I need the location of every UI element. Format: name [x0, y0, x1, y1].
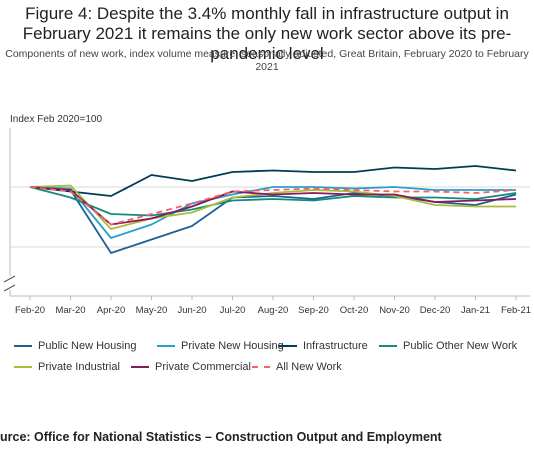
line-chart: Feb-20 Mar-20 Apr-20 May-20 Jun-20 Jul-20 Aug-…: [3, 128, 531, 316]
x-tick-label: Jan-21: [461, 305, 490, 316]
x-tick-label: Feb-21: [501, 305, 531, 316]
legend-swatch: [14, 345, 32, 347]
axis-break-mark: [3, 284, 16, 292]
series-line-public-other-new-work: [29, 186, 517, 217]
x-tick-label: Dec-20: [420, 305, 451, 316]
legend-label: Public Other New Work: [403, 340, 518, 352]
x-tick-label: Feb-20: [15, 305, 45, 316]
x-tick-label: Jun-20: [177, 305, 206, 316]
x-tick-label: Sep-20: [298, 305, 329, 316]
legend-swatch: [379, 345, 397, 347]
x-tick-label: Aug-20: [258, 305, 289, 316]
x-tick-label: Mar-20: [55, 305, 85, 316]
legend-label: Infrastructure: [303, 340, 368, 352]
legend-label: All New Work: [276, 361, 342, 373]
chart-subtitle: Components of new work, index volume mea…: [5, 48, 529, 73]
legend-label: Public New Housing: [38, 340, 137, 352]
y-axis-label: Index Feb 2020=100: [10, 114, 103, 125]
legend-item: Infrastructure: [279, 340, 368, 352]
chart-title: Figure 4: Despite the 3.4% monthly fall …: [22, 4, 512, 63]
series-line-all-new-work: [29, 186, 517, 226]
legend-swatch: [279, 345, 297, 347]
series-line-infrastructure: [29, 165, 517, 197]
legend-item: Private Commercial: [131, 361, 251, 373]
legend-label: Private Industrial: [38, 361, 120, 373]
series-line-private-new-housing: [29, 186, 516, 239]
x-tick-label: Nov-20: [379, 305, 410, 316]
x-tick-label: May-20: [136, 305, 168, 316]
legend-label: Private New Housing: [181, 340, 284, 352]
x-tick-label: Jul-20: [220, 305, 246, 316]
legend-item: Public New Housing: [14, 340, 136, 352]
legend-item: Private New Housing: [157, 340, 284, 352]
legend-label: Private Commercial: [155, 361, 251, 373]
x-tick-label: Apr-20: [97, 305, 126, 316]
legend-swatch: [14, 366, 32, 368]
legend-item: Private Industrial: [14, 361, 120, 373]
legend-item: All New Work: [252, 361, 342, 373]
axis-break-mark: [3, 275, 16, 283]
legend-item: Public Other New Work: [379, 340, 517, 352]
x-tick-label: Oct-20: [340, 305, 369, 316]
source-note: urce: Office for National Statistics – C…: [0, 430, 442, 444]
legend-swatch: [131, 366, 149, 368]
legend-swatch: [252, 366, 270, 368]
legend-swatch: [157, 345, 175, 347]
series-line-private-industrial: [29, 184, 516, 230]
